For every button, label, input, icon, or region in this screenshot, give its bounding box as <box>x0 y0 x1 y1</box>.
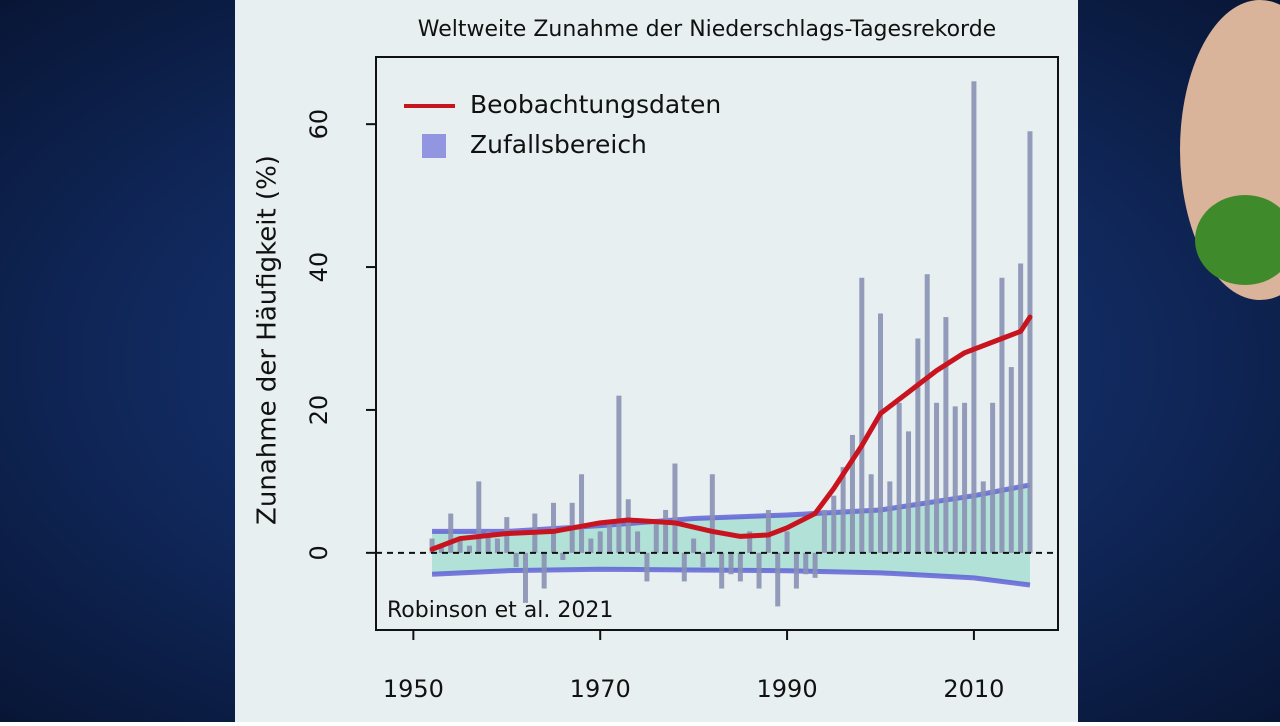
bar <box>775 552 781 607</box>
bar <box>448 513 454 553</box>
bar <box>691 538 697 553</box>
bar <box>849 434 855 553</box>
continent <box>1195 195 1280 285</box>
x-tick-label: 1990 <box>757 675 818 703</box>
bar <box>877 313 883 553</box>
bar <box>1008 367 1014 553</box>
bar <box>625 499 631 553</box>
y-axis-label: Zunahme der Häufigkeit (%) <box>253 155 283 525</box>
y-tick-label: 20 <box>305 395 333 426</box>
bar <box>522 552 528 603</box>
chart-title: Weltweite Zunahme der Niederschlags-Tage… <box>418 17 996 42</box>
bar <box>579 474 585 553</box>
bar <box>952 406 958 553</box>
bar <box>971 81 977 553</box>
bar <box>896 402 902 553</box>
bar <box>906 431 912 553</box>
legend-label: Beobachtungsdaten <box>470 90 721 119</box>
bar <box>429 538 435 553</box>
bar <box>551 502 557 553</box>
bar <box>980 481 986 553</box>
bar <box>719 552 725 589</box>
bar <box>747 531 753 553</box>
bar <box>728 552 734 575</box>
bar <box>765 509 771 553</box>
bar <box>663 509 669 553</box>
bar <box>943 317 949 553</box>
bar <box>672 463 678 553</box>
bar <box>756 552 762 589</box>
bar <box>681 552 687 582</box>
bar <box>709 474 715 553</box>
bar <box>737 552 743 582</box>
bar <box>840 467 846 553</box>
x-tick-label: 1950 <box>383 675 444 703</box>
y-tick-label: 40 <box>305 252 333 283</box>
bar <box>466 545 472 553</box>
bar <box>1027 131 1033 553</box>
bar <box>607 524 613 553</box>
data-line <box>429 314 1033 552</box>
bar <box>438 545 444 553</box>
bar <box>924 274 930 553</box>
bar <box>700 552 706 568</box>
bar <box>494 538 500 553</box>
x-tick-label: 1970 <box>570 675 631 703</box>
bar <box>597 531 603 553</box>
bar <box>887 481 893 553</box>
bar <box>812 552 818 578</box>
bar <box>653 524 659 553</box>
bar <box>457 538 463 553</box>
y-tick-label: 0 <box>305 545 333 560</box>
bar <box>821 509 827 553</box>
bar <box>1018 263 1024 553</box>
bar <box>485 531 491 553</box>
bar <box>616 395 622 553</box>
bar <box>784 531 790 553</box>
legend-swatch <box>422 134 446 158</box>
bar <box>803 552 809 575</box>
bar <box>513 552 519 568</box>
bar <box>793 552 799 589</box>
bar <box>831 495 837 553</box>
annotation: Robinson et al. 2021 <box>387 598 613 623</box>
bar <box>635 531 641 553</box>
bar <box>934 402 940 553</box>
bar <box>541 552 547 589</box>
bar <box>588 538 594 553</box>
bar <box>868 474 874 553</box>
x-tick-label: 2010 <box>943 675 1004 703</box>
bar <box>560 552 566 560</box>
bar <box>962 402 968 553</box>
legend-label: Zufallsbereich <box>470 130 647 159</box>
y-tick-label: 60 <box>305 109 333 140</box>
bar <box>999 277 1005 553</box>
plot-frame <box>375 56 1059 631</box>
bar <box>859 277 865 553</box>
bar <box>990 402 996 553</box>
bar <box>915 338 921 553</box>
bar <box>644 552 650 582</box>
bar <box>476 481 482 553</box>
plot-area <box>376 81 1058 607</box>
